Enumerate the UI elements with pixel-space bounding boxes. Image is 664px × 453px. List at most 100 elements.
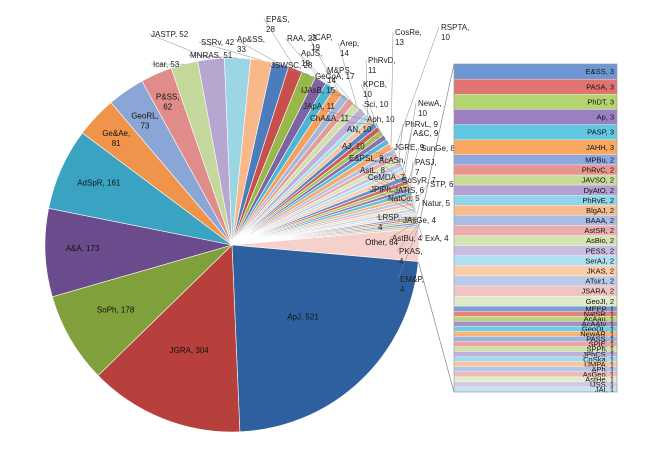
- slice-label-aandc: A&C, 9: [413, 129, 439, 138]
- slice-label-acasn: AcASn,: [379, 156, 406, 165]
- bar-label-natsr: NatSR, 1: [584, 309, 614, 318]
- pie: [44, 57, 420, 433]
- leader-line-epands: [263, 18, 296, 70]
- bar-label-ijmpa: IJMPA, 1: [584, 360, 614, 369]
- slice-label-astl: AstL, 8: [360, 166, 385, 175]
- slice-label-cemda: CeMDA, 7: [368, 173, 405, 182]
- slice-label-mandps: M&PS, 14: [327, 66, 352, 85]
- slice-label-pandss: P&SS, 62: [156, 93, 180, 112]
- pie-labels: ApJ, 521 JGRA, 304 SoPh, 178 A&A, 173 AdSpR,…: [66, 15, 470, 355]
- leader-line-aj: [339, 145, 397, 157]
- bar-segment-jai: [453, 386, 618, 393]
- bar-label-jphcs: JPhCS, 1: [582, 350, 614, 359]
- bar-label-pass: PASS, 1: [586, 335, 614, 344]
- slice-label-natur: Natur, 5: [422, 199, 451, 208]
- leader-line-natur: [416, 202, 421, 215]
- slice-label-geandae: Ge&Ae, 81: [102, 129, 130, 148]
- slice-label-georl: GeoRL, 73: [131, 112, 159, 131]
- bar-label-meep: MEEP, 1: [585, 304, 614, 313]
- bar-label-asbio: AsBio, 2: [586, 236, 614, 245]
- slice-label-aph: Aph, 10: [367, 115, 395, 124]
- leader-line-pkas: [396, 225, 419, 252]
- bar-label-pasp: PASP, 3: [587, 128, 614, 137]
- pie-slice-soph: [51, 244, 233, 376]
- bar-segment-ap: [453, 109, 618, 125]
- bar-label-geoji: GeoJI, 2: [586, 297, 614, 306]
- slice-label-kpcb: KPCB, 10: [363, 80, 387, 99]
- slice-label-jgre: JGRE, 9: [394, 143, 425, 152]
- bar-label-javso: JAVSO, 2: [582, 176, 614, 185]
- slice-label-an: AN, 10: [347, 125, 372, 134]
- slice-label-sosyr: SoSyR, 7: [402, 176, 436, 185]
- leader-line-jasge: [400, 218, 418, 221]
- slice-label-rspta: RSPTA, 10: [441, 23, 469, 42]
- bar-label-astsr: AstSR, 2: [584, 226, 614, 235]
- slice-label-newa: NewA, 10: [418, 99, 442, 118]
- bar-label-acaau: AcAau, 1: [584, 314, 614, 323]
- bar-label-newar: NewAR, 1: [580, 330, 614, 339]
- leader-line-acasn: [376, 159, 410, 186]
- leader-line-an: [344, 128, 388, 142]
- slice-label-sunge: SunGe, 8: [421, 144, 455, 153]
- leader-line-sci: [361, 103, 383, 134]
- leader-line-eandpsl: [346, 157, 401, 165]
- leader-line-kpcb: [360, 83, 379, 130]
- leader-line-natco: [385, 197, 417, 213]
- leader-line-jcap: [308, 36, 339, 92]
- leader-line-ijasb: [298, 89, 346, 97]
- slice-label-japa: JApA, 11: [303, 102, 335, 111]
- slice-label-jastp: JASTP, 52: [151, 30, 189, 39]
- leader-line-jgre: [391, 146, 407, 179]
- leader-line-phrvd: [365, 59, 368, 117]
- slice-label-aanda: A&A, 173: [66, 244, 100, 253]
- bar-label-asthe: AstHe, 1: [585, 375, 614, 384]
- leader-line-rspta: [393, 26, 440, 152]
- slice-label-phrvl: PhRvL, 9: [405, 120, 438, 129]
- slice-label-stp: STP, 6: [430, 180, 454, 189]
- leader-line-astl: [357, 169, 412, 194]
- leader-line-aandc: [402, 132, 412, 170]
- leader-line-sunge: [407, 147, 420, 183]
- bar-label-jsara: JSARA, 2: [581, 287, 614, 296]
- leader-line-newa: [404, 102, 417, 174]
- leader-line-gecoa: [312, 75, 363, 112]
- bar-label-spie: SPIE, 1: [589, 340, 614, 349]
- slice-label-emandp: EM&P, 4: [400, 275, 424, 294]
- leader-line-emandp: [397, 227, 419, 280]
- bar-label-jahh: JAHH, 3: [586, 143, 614, 152]
- bar-label-dyato: DyAtO, 2: [584, 186, 614, 195]
- slice-label-jplph: JPlPh,: [370, 185, 393, 194]
- bar-label-seraj: SerAJ, 2: [585, 256, 614, 265]
- leader-line-jastp: [148, 33, 212, 60]
- leader-line-ssrv: [198, 41, 262, 61]
- leader-line-aph: [364, 118, 386, 138]
- bar-label-phrvc: PhRvC, 2: [582, 166, 614, 175]
- breakdown-bar: E&SS, 3 PASA, 3 PhDT, 3 Ap, 3 PASP, 3 JAHH, 3…: [453, 63, 618, 394]
- leader-line-raa: [284, 37, 321, 81]
- slice-label-jgra: JGRA, 304: [170, 346, 210, 355]
- slice-label-pkas: PKAS, 4: [399, 247, 423, 266]
- pie-slice-emandp: [231, 226, 419, 246]
- bar-label-jkas: JKAS, 2: [587, 266, 614, 275]
- leader-line-cosre: [390, 31, 394, 147]
- slice-label-epands: EP&S, 28: [266, 15, 290, 34]
- slice-label-lrsp: LRSP, 4: [378, 213, 400, 232]
- slice-label-aj: AJ, 10: [342, 142, 365, 151]
- slice-label-gecoa: GeCoA, 17: [315, 72, 355, 81]
- leader-line-jplph: [367, 188, 416, 207]
- leader-line-phrvl: [398, 123, 404, 161]
- slice-label-cosre: CosRe, 13: [395, 28, 422, 47]
- pie-slice-apj: [231, 244, 419, 433]
- slice-label-jcap: JCAP, 19: [311, 33, 333, 52]
- slice-label-ijasb: IJAsB, 15: [301, 86, 336, 95]
- slice-label-jswsc: JSWSC, 28: [271, 61, 313, 70]
- slice-label-raa: RAA, 23: [287, 34, 317, 43]
- leader-line-apjs: [298, 52, 331, 86]
- bar-label-phdt: PhDT, 3: [587, 97, 614, 106]
- bar-label-mpbu: MPBu, 2: [585, 155, 614, 164]
- slice-label-other: Other, 64: [365, 238, 398, 247]
- slice-label-jasge: JAsGe, 4: [403, 216, 436, 225]
- leader-line-apandss: [234, 38, 281, 65]
- pie-to-bar-connectors: [418, 63, 455, 393]
- bar-label-asgeo: AsGeo, 1: [583, 370, 614, 379]
